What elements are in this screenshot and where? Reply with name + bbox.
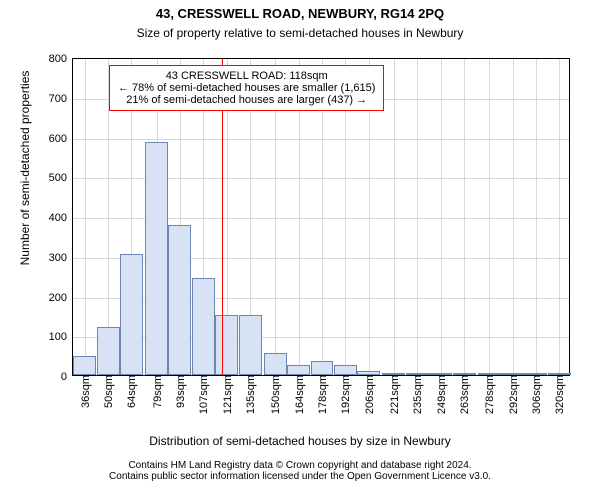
y-tick-label: 200 [49,292,73,304]
histogram-bar [478,373,501,375]
y-tick-label: 600 [49,133,73,145]
x-tick-label: 121sqm [220,375,234,414]
gridline-v [536,59,537,375]
x-axis-label: Distribution of semi-detached houses by … [0,434,600,448]
histogram-bar [97,327,120,375]
page-subtitle: Size of property relative to semi-detach… [0,26,600,40]
x-tick-label: 135sqm [243,375,257,414]
footer-line-2: Contains public sector information licen… [0,471,600,482]
histogram-bar [548,373,571,375]
histogram-plot: 010020030040050060070080036sqm50sqm64sqm… [72,58,570,376]
histogram-bar [501,373,524,375]
histogram-bar [120,254,143,375]
x-tick-label: 79sqm [150,375,164,408]
y-tick-label: 500 [49,172,73,184]
y-tick-label: 400 [49,212,73,224]
histogram-bar [215,315,238,375]
footer-line-1: Contains HM Land Registry data © Crown c… [0,460,600,471]
x-tick-label: 249sqm [434,375,448,414]
property-annotation: 43 CRESSWELL ROAD: 118sqm← 78% of semi-d… [109,65,384,111]
x-tick-label: 235sqm [410,375,424,414]
histogram-bar [239,315,262,375]
x-tick-label: 107sqm [196,375,210,414]
x-tick-label: 320sqm [552,375,566,414]
histogram-bar [382,373,405,375]
histogram-bar [334,365,357,375]
histogram-bar [429,373,452,375]
histogram-bar [311,361,334,375]
x-tick-label: 178sqm [315,375,329,414]
annotation-line-1: ← 78% of semi-detached houses are smalle… [118,82,375,94]
y-tick-label: 800 [49,53,73,65]
page: 43, CRESSWELL ROAD, NEWBURY, RG14 2PQ Si… [0,0,600,500]
histogram-bar [73,356,96,375]
histogram-bar [406,373,429,375]
histogram-bar [287,365,310,375]
histogram-bar [168,225,191,375]
y-tick-label: 700 [49,93,73,105]
y-tick-label: 300 [49,252,73,264]
gridline-v [513,59,514,375]
x-tick-label: 306sqm [529,375,543,414]
x-tick-label: 150sqm [268,375,282,414]
x-tick-label: 36sqm [78,375,92,408]
gridline-v [464,59,465,375]
annotation-line-0: 43 CRESSWELL ROAD: 118sqm [118,70,375,82]
histogram-bar [453,373,476,375]
x-tick-label: 206sqm [362,375,376,414]
gridline-v [489,59,490,375]
y-tick-label: 100 [49,331,73,343]
histogram-bar [524,373,547,375]
annotation-line-2: 21% of semi-detached houses are larger (… [118,94,375,106]
y-axis-label: Number of semi-detached properties [18,9,32,327]
footer: Contains HM Land Registry data © Crown c… [0,460,600,482]
x-tick-label: 292sqm [506,375,520,414]
gridline-v [441,59,442,375]
y-tick-label: 0 [61,371,73,383]
page-title: 43, CRESSWELL ROAD, NEWBURY, RG14 2PQ [0,6,600,21]
x-tick-label: 64sqm [124,375,138,408]
gridline-v [394,59,395,375]
x-tick-label: 164sqm [292,375,306,414]
x-tick-label: 263sqm [457,375,471,414]
x-tick-label: 192sqm [338,375,352,414]
gridline-v [417,59,418,375]
histogram-bar [145,142,168,375]
gridline-v [85,59,86,375]
x-tick-label: 93sqm [173,375,187,408]
x-tick-label: 278sqm [482,375,496,414]
histogram-bar [357,371,380,375]
histogram-bar [192,278,215,375]
gridline-h [73,139,569,140]
x-tick-label: 50sqm [101,375,115,408]
x-tick-label: 221sqm [387,375,401,414]
gridline-v [559,59,560,375]
histogram-bar [264,353,287,375]
